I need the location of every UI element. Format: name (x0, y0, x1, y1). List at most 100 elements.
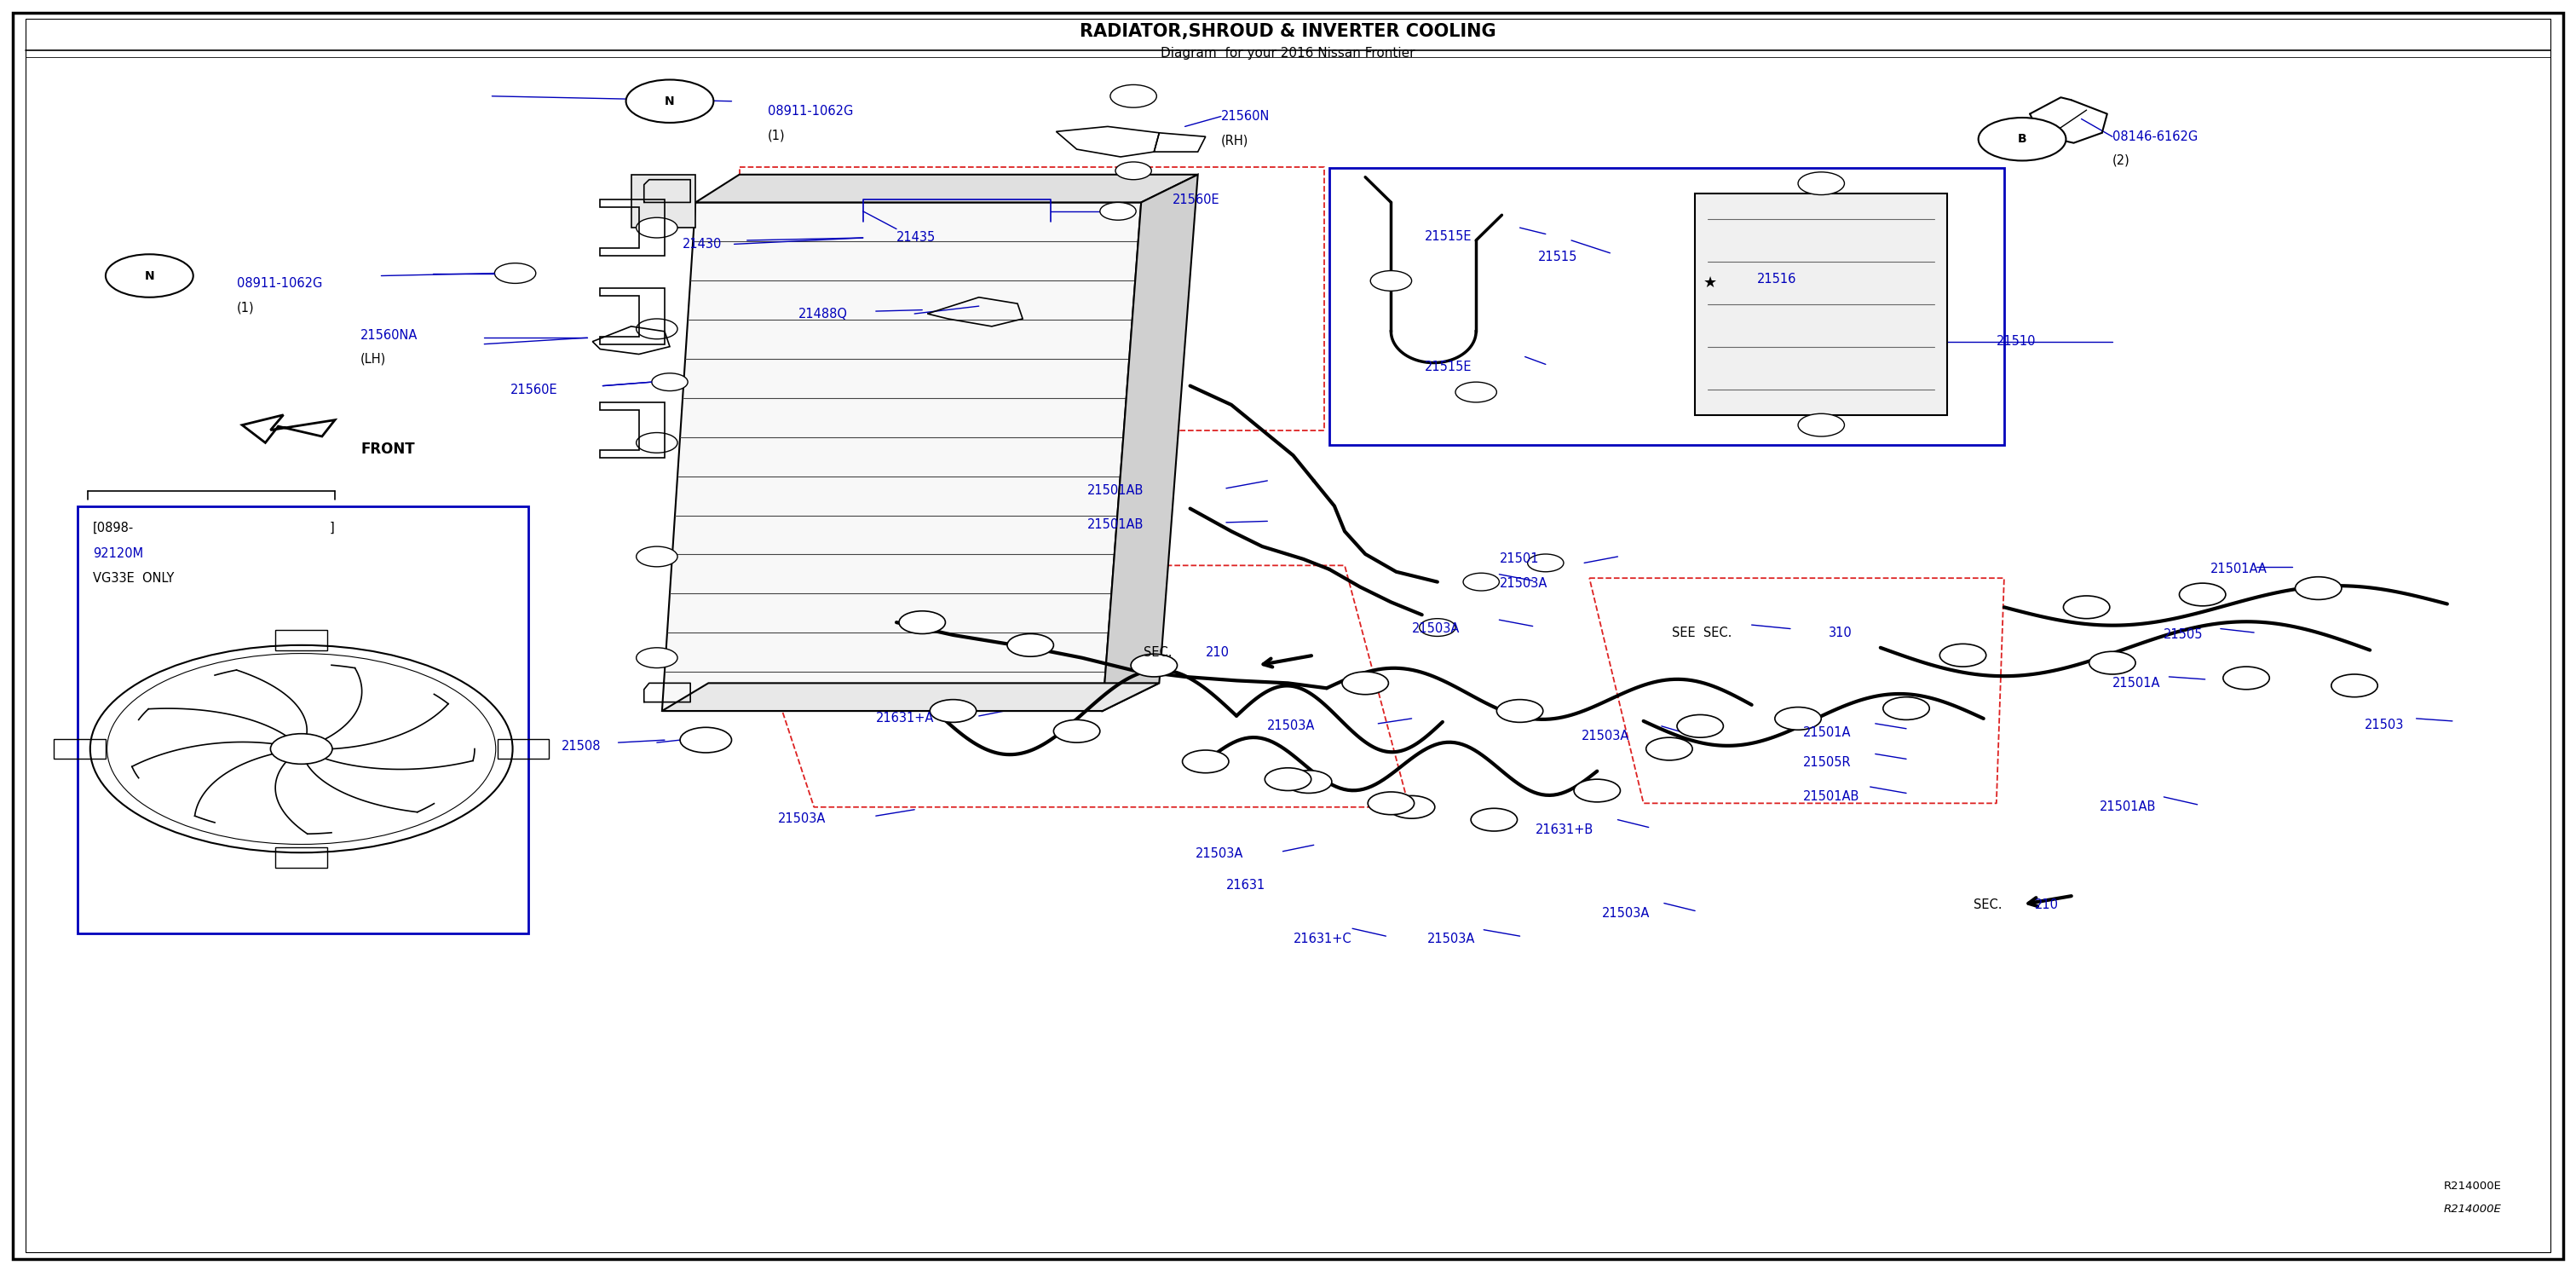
Polygon shape (1103, 175, 1198, 711)
Circle shape (1528, 554, 1564, 572)
Circle shape (930, 700, 976, 722)
Text: N: N (144, 269, 155, 282)
Circle shape (1419, 619, 1455, 636)
Text: N: N (665, 95, 675, 108)
Text: 08911-1062G: 08911-1062G (768, 105, 853, 118)
Circle shape (652, 373, 688, 391)
Text: (LH): (LH) (361, 353, 386, 366)
Text: ★: ★ (1703, 276, 1718, 291)
Text: (1): (1) (768, 129, 786, 142)
Text: 21503: 21503 (2365, 719, 2403, 731)
Circle shape (2295, 577, 2342, 600)
Text: 21501AB: 21501AB (1087, 519, 1144, 531)
Circle shape (1115, 162, 1151, 180)
Circle shape (680, 727, 732, 753)
Circle shape (1368, 792, 1414, 815)
Circle shape (1463, 573, 1499, 591)
Text: 21501AB: 21501AB (2099, 801, 2156, 813)
Circle shape (2223, 667, 2269, 689)
Text: 21560NA: 21560NA (361, 329, 417, 342)
Circle shape (1131, 654, 1177, 677)
Circle shape (899, 611, 945, 634)
Text: SEC.: SEC. (1144, 646, 1172, 659)
Circle shape (626, 80, 714, 123)
Text: 21560E: 21560E (510, 383, 556, 396)
Text: Diagram  for your 2016 Nissan Frontier: Diagram for your 2016 Nissan Frontier (1162, 47, 1414, 59)
Text: 21631+A: 21631+A (876, 712, 935, 725)
Text: 21510: 21510 (1996, 335, 2035, 348)
Text: 21503A: 21503A (1499, 577, 1548, 589)
Polygon shape (662, 683, 1159, 711)
Text: 21515E: 21515E (1425, 230, 1471, 243)
Circle shape (1100, 202, 1136, 220)
Text: 21503A: 21503A (778, 812, 827, 825)
Text: (1): (1) (237, 301, 255, 314)
Circle shape (1265, 768, 1311, 791)
Text: 21631+C: 21631+C (1293, 932, 1352, 945)
Text: [0898-: [0898- (93, 521, 134, 534)
Text: 21503A: 21503A (1427, 932, 1476, 945)
Text: SEC.: SEC. (1973, 898, 2002, 911)
Circle shape (636, 648, 677, 668)
Text: 21560N: 21560N (1221, 110, 1270, 123)
Text: 21503A: 21503A (1602, 907, 1651, 920)
Text: 21430: 21430 (683, 238, 721, 250)
Circle shape (90, 645, 513, 853)
Bar (1329, 168, 2004, 445)
Circle shape (1455, 382, 1497, 402)
Text: (RH): (RH) (1221, 134, 1249, 147)
Text: 21501AB: 21501AB (1087, 484, 1144, 497)
Circle shape (1388, 796, 1435, 818)
Circle shape (1110, 85, 1157, 108)
Text: VG33E  ONLY: VG33E ONLY (93, 572, 175, 584)
Circle shape (2179, 583, 2226, 606)
Circle shape (2331, 674, 2378, 697)
Text: 210: 210 (2035, 898, 2058, 911)
Text: B: B (2017, 133, 2027, 145)
Text: R214000E: R214000E (2445, 1182, 2501, 1192)
Circle shape (1007, 634, 1054, 657)
Polygon shape (696, 175, 1198, 202)
Circle shape (1182, 750, 1229, 773)
Circle shape (1497, 700, 1543, 722)
Text: 21515E: 21515E (1425, 361, 1471, 373)
Circle shape (1677, 715, 1723, 737)
Text: 21560E: 21560E (1172, 194, 1218, 206)
Text: 21501A: 21501A (2112, 677, 2161, 689)
Text: 92120M: 92120M (93, 548, 144, 560)
Text: 21516: 21516 (1757, 273, 1795, 286)
Text: 21503A: 21503A (1195, 848, 1244, 860)
Text: 21501AA: 21501AA (2210, 563, 2267, 576)
Text: 21488Q: 21488Q (799, 307, 848, 320)
Text: 21508: 21508 (562, 740, 600, 753)
Text: ]: ] (330, 521, 335, 534)
Circle shape (1798, 414, 1844, 436)
Text: 21631: 21631 (1226, 879, 1265, 892)
Circle shape (1471, 808, 1517, 831)
Circle shape (1574, 779, 1620, 802)
Circle shape (106, 254, 193, 297)
Circle shape (1775, 707, 1821, 730)
Text: 21435: 21435 (896, 231, 935, 244)
Text: 08911-1062G: 08911-1062G (237, 277, 322, 290)
Circle shape (636, 319, 677, 339)
Polygon shape (631, 175, 696, 228)
Bar (77, 506, 528, 934)
Text: RADIATOR,SHROUD & INVERTER COOLING: RADIATOR,SHROUD & INVERTER COOLING (1079, 23, 1497, 40)
Text: 21505R: 21505R (1803, 756, 1852, 769)
Polygon shape (662, 202, 1141, 711)
Text: 310: 310 (1829, 626, 1852, 639)
Circle shape (495, 263, 536, 283)
Circle shape (1798, 172, 1844, 195)
Polygon shape (242, 415, 335, 443)
Text: 21501: 21501 (1499, 553, 1538, 565)
Circle shape (1342, 672, 1388, 694)
Circle shape (270, 734, 332, 764)
Text: (2): (2) (2112, 154, 2130, 167)
Circle shape (1370, 271, 1412, 291)
Text: 08146-6162G: 08146-6162G (2112, 130, 2197, 143)
Text: 21501AB: 21501AB (1803, 791, 1860, 803)
Circle shape (1054, 720, 1100, 743)
Text: 21631+B: 21631+B (1535, 824, 1595, 836)
Text: 21503A: 21503A (1412, 622, 1461, 635)
